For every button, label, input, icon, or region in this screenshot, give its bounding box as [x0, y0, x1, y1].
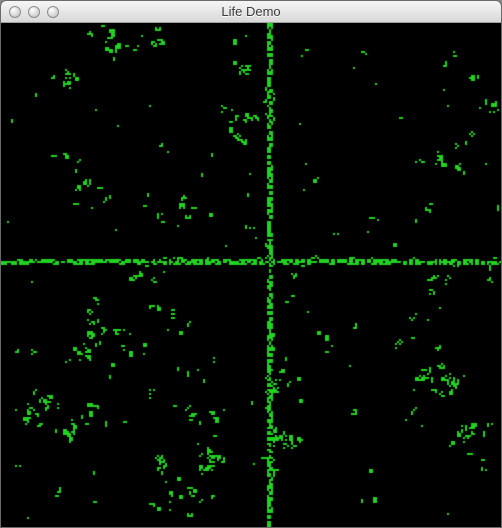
minimize-icon[interactable] [28, 6, 40, 18]
life-grid-canvas [1, 23, 501, 527]
app-window: Life Demo [0, 0, 502, 528]
traffic-lights [1, 6, 59, 18]
close-icon[interactable] [9, 6, 21, 18]
window-title: Life Demo [1, 4, 501, 19]
zoom-icon[interactable] [47, 6, 59, 18]
titlebar[interactable]: Life Demo [1, 1, 501, 23]
